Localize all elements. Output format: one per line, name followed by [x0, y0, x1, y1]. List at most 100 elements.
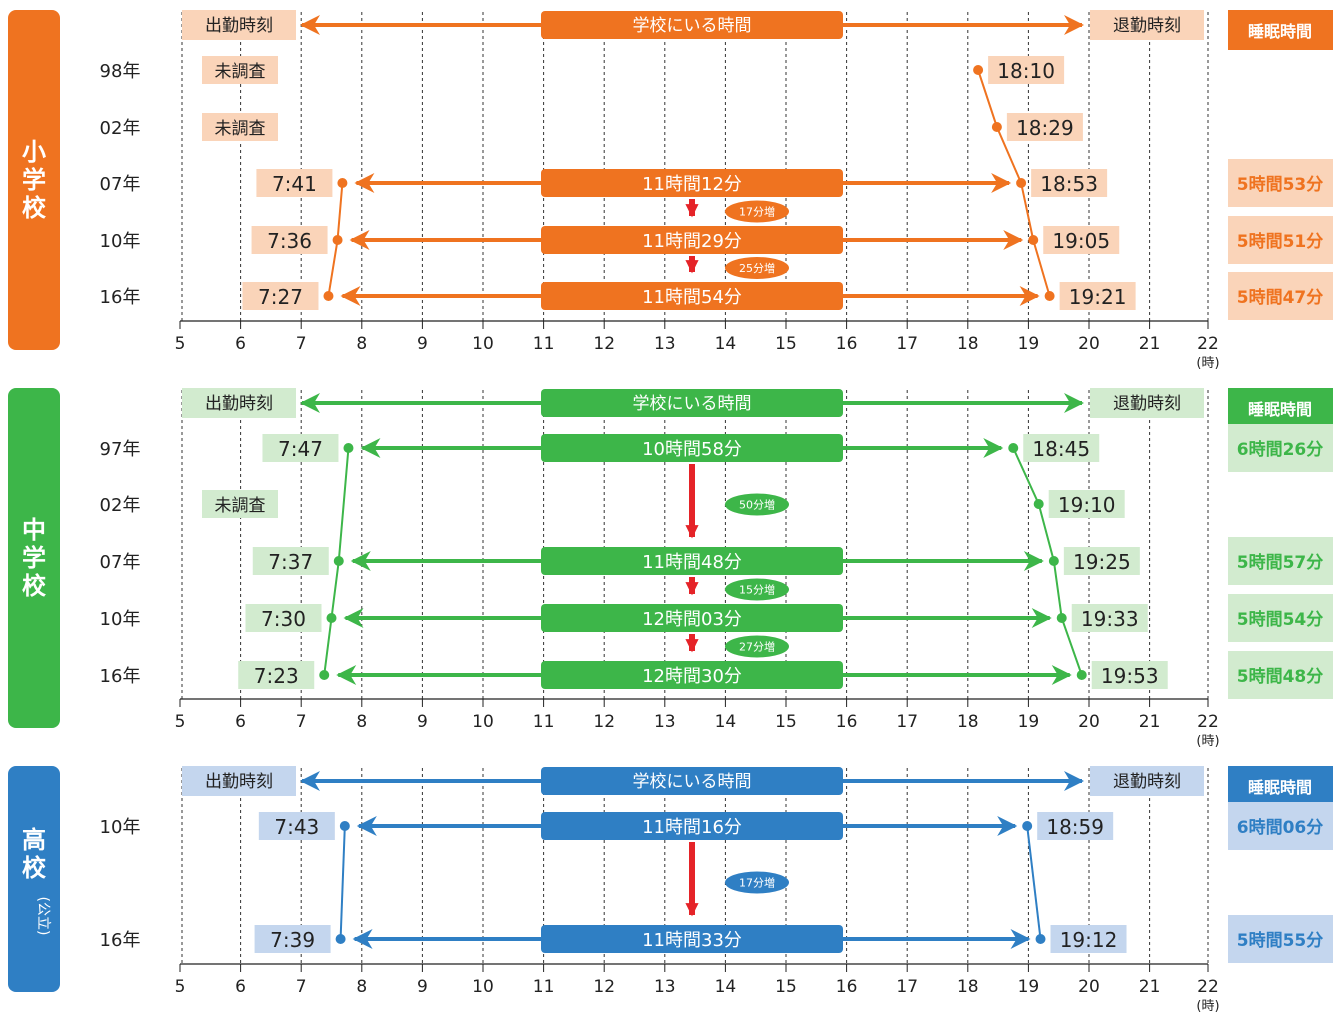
- x-tick-label: 14: [715, 334, 737, 354]
- x-tick-label: 18: [957, 977, 979, 997]
- sleep-header-label: 睡眠時間: [1248, 400, 1312, 419]
- x-tick-label: 15: [775, 334, 797, 354]
- sleep-value-box: [1228, 424, 1333, 472]
- x-tick-label: 19: [1018, 712, 1040, 732]
- arrive-label-box: [245, 604, 322, 632]
- arrive-label: 7:43: [274, 815, 319, 839]
- x-tick-label: 11: [533, 977, 555, 997]
- row-year-label: 02年: [100, 495, 141, 516]
- leave-label-box: [1006, 113, 1083, 141]
- duration-box: [541, 434, 843, 462]
- sleep-value-box: [1228, 272, 1333, 320]
- x-tick-label: 8: [356, 334, 367, 354]
- row-year-label: 07年: [100, 552, 141, 573]
- leave-label-box: [1031, 169, 1108, 197]
- arrive-label-box: [242, 282, 319, 310]
- leave-label: 18:10: [997, 59, 1055, 83]
- row-year-label: 16年: [100, 666, 141, 687]
- x-tick-label: 19: [1018, 334, 1040, 354]
- arrive-label-box: [258, 812, 335, 840]
- sleep-value-box: [1228, 802, 1333, 850]
- sleep-header-box: [1228, 388, 1333, 428]
- arrive-label: 7:23: [254, 664, 299, 688]
- x-axis-unit: (時): [1196, 999, 1219, 1014]
- x-tick-label: 21: [1139, 977, 1161, 997]
- panel-label-char: 学: [22, 544, 46, 572]
- duration-label: 10時間58分: [642, 439, 742, 460]
- sleep-value: 5時間53分: [1237, 174, 1324, 195]
- row-year-label: 98年: [100, 61, 141, 82]
- x-tick-label: 5: [175, 977, 186, 997]
- sleep-value-box: [1228, 915, 1333, 963]
- x-tick-label: 16: [836, 334, 858, 354]
- increase-badge: [725, 257, 789, 279]
- leave-dot: [1008, 443, 1019, 453]
- x-tick-label: 18: [957, 712, 979, 732]
- arrive-dot: [335, 934, 346, 944]
- x-tick-label: 11: [533, 334, 555, 354]
- leave-dot: [1016, 178, 1027, 188]
- sleep-header-box: [1228, 766, 1333, 806]
- sleep-value-box: [1228, 651, 1333, 699]
- duration-box: [541, 169, 843, 197]
- x-tick-label: 14: [715, 712, 737, 732]
- x-tick-label: 12: [593, 712, 615, 732]
- panel-label-char: 校: [22, 572, 47, 600]
- x-tick-label: 12: [593, 334, 615, 354]
- x-tick-label: 11: [533, 712, 555, 732]
- sleep-value: 5時間47分: [1237, 287, 1324, 308]
- x-tick-label: 20: [1078, 712, 1100, 732]
- sleep-value-box: [1228, 594, 1333, 642]
- leave-label: 18:45: [1032, 437, 1090, 461]
- leave-dot: [1044, 291, 1055, 301]
- arrive-label: 未調査: [215, 62, 266, 82]
- header-leave-label: 退勤時刻: [1113, 16, 1181, 36]
- x-tick-label: 15: [775, 712, 797, 732]
- header-leave-label: 退勤時刻: [1113, 394, 1181, 414]
- sleep-value: 5時間57分: [1237, 552, 1324, 573]
- x-tick-label: 22: [1197, 712, 1219, 732]
- leave-dot: [1056, 613, 1067, 623]
- leave-dot: [1033, 499, 1044, 509]
- header-arrive-box: [182, 766, 296, 796]
- leave-trend-line: [1026, 825, 1042, 940]
- panel-label-sub: (公立): [35, 897, 51, 936]
- x-tick-label: 13: [654, 334, 676, 354]
- arrive-dot: [343, 443, 354, 453]
- header-school-box: [541, 11, 843, 39]
- row-year-label: 07年: [100, 174, 141, 195]
- arrive-dot: [339, 821, 350, 831]
- sleep-value: 5時間55分: [1237, 930, 1324, 951]
- increase-badge: [725, 635, 789, 658]
- sleep-value: 6時間06分: [1237, 817, 1324, 838]
- leave-label-box: [1048, 490, 1125, 518]
- panel-label-char: 高: [22, 826, 46, 854]
- header-leave-box: [1090, 10, 1204, 40]
- leave-dot: [1022, 821, 1033, 831]
- arrive-label-box: [202, 113, 278, 141]
- x-tick-label: 7: [296, 334, 307, 354]
- increase-label: 15分増: [739, 584, 775, 597]
- panel-label-box: [8, 766, 60, 992]
- arrive-dot: [326, 613, 337, 623]
- row-year-label: 10年: [100, 231, 141, 252]
- header-school-label: 学校にいる時間: [633, 16, 752, 36]
- x-tick-label: 15: [775, 977, 797, 997]
- duration-box: [541, 925, 843, 953]
- header-school-label: 学校にいる時間: [633, 772, 752, 792]
- leave-dot: [1048, 556, 1059, 566]
- arrive-label: 7:30: [261, 607, 306, 631]
- arrive-label-box: [252, 547, 329, 575]
- leave-dot: [1035, 934, 1046, 944]
- arrive-label: 未調査: [215, 496, 266, 516]
- increase-label: 50分増: [739, 499, 775, 512]
- header-leave-box: [1090, 766, 1204, 796]
- panel-label-char: 中: [22, 516, 46, 544]
- x-tick-label: 21: [1139, 712, 1161, 732]
- x-axis-unit: (時): [1196, 356, 1219, 371]
- duration-box: [541, 604, 843, 632]
- leave-dot: [1076, 670, 1087, 680]
- x-tick-label: 8: [356, 977, 367, 997]
- leave-label-box: [1059, 282, 1136, 310]
- arrive-dot: [337, 178, 348, 188]
